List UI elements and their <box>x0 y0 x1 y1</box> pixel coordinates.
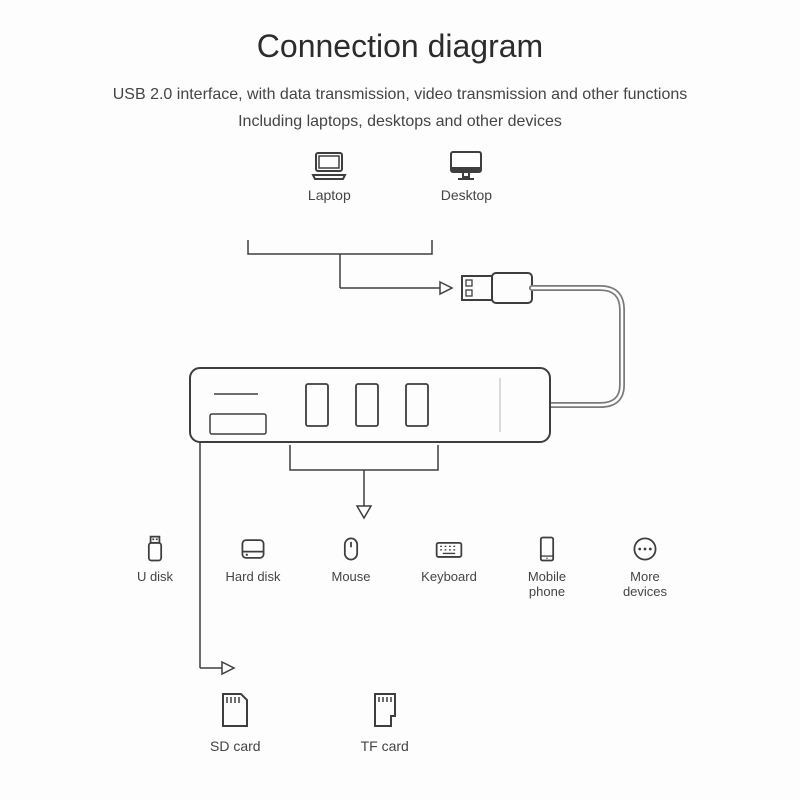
hdd-label: Hard disk <box>226 570 281 585</box>
device-more: Moredevices <box>611 532 679 600</box>
usb-plug-icon <box>462 273 532 303</box>
sd-card-label: SD card <box>210 738 261 754</box>
subtitle-line-2: Including laptops, desktops and other de… <box>0 113 800 131</box>
card-sd: SD card <box>210 688 261 754</box>
sd-card-icon <box>213 688 257 732</box>
laptop-icon <box>309 149 349 183</box>
page-title: Connection diagram <box>0 0 800 65</box>
device-hdd: Hard disk <box>219 532 287 600</box>
device-desktop: Desktop <box>441 149 492 203</box>
subtitle-line-1: USB 2.0 interface, with data transmissio… <box>0 83 800 107</box>
cards-row: SD card TF card <box>0 688 800 754</box>
device-mouse: Mouse <box>317 532 385 600</box>
desktop-label: Desktop <box>441 187 492 203</box>
device-laptop: Laptop <box>308 149 351 203</box>
bottom-devices-row: U disk Hard disk Mouse <box>0 532 800 600</box>
hub-brand-label: JH·晶华 <box>518 393 537 444</box>
hub-sd-label: SD <box>226 420 243 434</box>
more-label: Moredevices <box>623 570 667 600</box>
mouse-icon <box>334 532 368 566</box>
device-keyboard: Keyboard <box>415 532 483 600</box>
udisk-label: U disk <box>137 570 173 585</box>
keyboard-label: Keyboard <box>421 570 477 585</box>
phone-icon <box>530 532 564 566</box>
hdd-icon <box>236 532 270 566</box>
laptop-label: Laptop <box>308 187 351 203</box>
tf-card-label: TF card <box>361 738 409 754</box>
mouse-label: Mouse <box>331 570 370 585</box>
hub-tf-label: TF <box>226 380 241 394</box>
top-devices-row: Laptop Desktop <box>0 149 800 203</box>
device-udisk: U disk <box>121 532 189 600</box>
tf-card-icon <box>363 688 407 732</box>
udisk-icon <box>138 532 172 566</box>
more-icon <box>628 532 662 566</box>
hub-body <box>190 368 550 442</box>
device-phone: Mobilephone <box>513 532 581 600</box>
card-tf: TF card <box>361 688 409 754</box>
phone-label: Mobilephone <box>528 570 566 600</box>
desktop-icon <box>446 149 486 183</box>
keyboard-icon <box>432 532 466 566</box>
